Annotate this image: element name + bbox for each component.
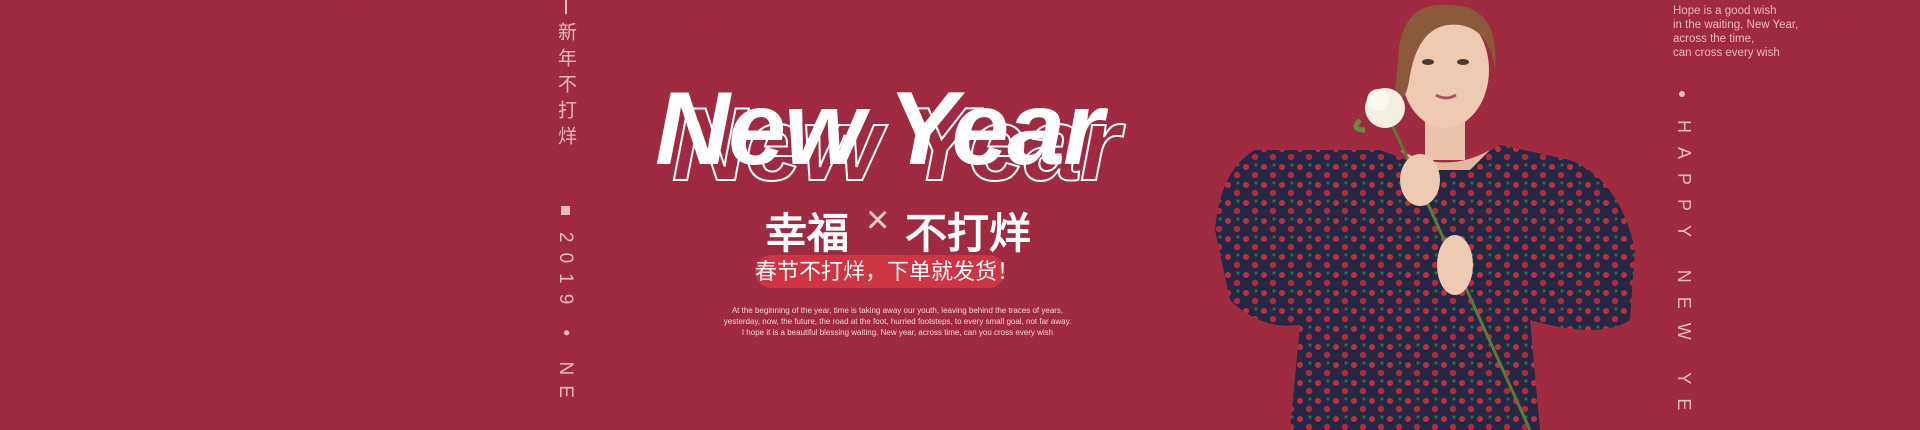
title-outline: New Year	[671, 86, 1122, 204]
right-text-line: can cross every wish	[1673, 47, 1780, 59]
vertical-english: 2019 • NE	[555, 232, 576, 408]
right-text-line: Hope is a good wish	[1673, 5, 1777, 17]
subtitle-separator: ×	[866, 198, 890, 242]
subtitle-right: 不打烊	[905, 210, 1032, 257]
title: New Year	[655, 71, 1104, 187]
paragraph-line: At the beginning of the year, time is ta…	[731, 306, 1064, 315]
model-figure	[1215, 4, 1635, 430]
right-text-line: across the time,	[1673, 33, 1755, 45]
tagline: 春节不打烊，下单就发货！	[755, 255, 1019, 288]
paragraph: At the beginning of the year, time is ta…	[700, 305, 1095, 338]
paragraph-line: I hope it is a beautiful blessing waitin…	[741, 328, 1054, 337]
right-vertical: HAPPY NEW YE	[1674, 120, 1694, 425]
subtitle-left: 幸福	[765, 210, 850, 257]
square-marker	[561, 206, 570, 215]
paragraph-line: yesterday, now, the future, the road at …	[723, 317, 1072, 326]
right-text-line: in the waiting, New Year,	[1673, 19, 1799, 31]
right-text: Hope is a good wish in the waiting, New …	[1673, 4, 1798, 60]
vertical-chinese: 新年不打烊	[555, 22, 576, 152]
divider-line	[565, 0, 567, 14]
dot-marker	[1679, 91, 1685, 97]
